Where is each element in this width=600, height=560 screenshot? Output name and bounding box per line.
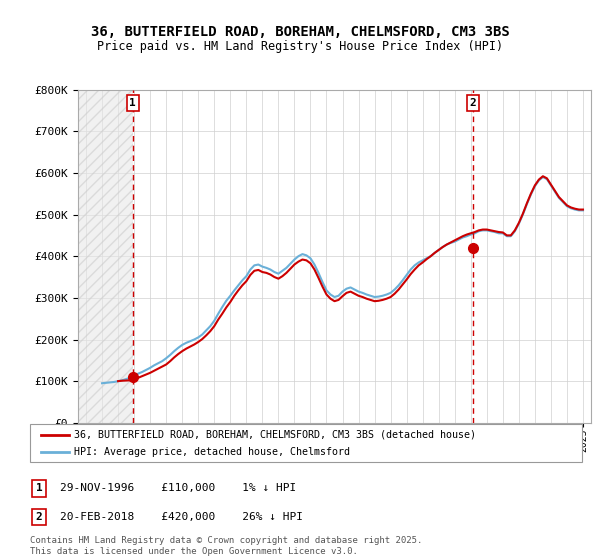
Text: Contains HM Land Registry data © Crown copyright and database right 2025.
This d: Contains HM Land Registry data © Crown c… bbox=[30, 536, 422, 556]
Text: 2: 2 bbox=[35, 512, 43, 522]
Text: Price paid vs. HM Land Registry's House Price Index (HPI): Price paid vs. HM Land Registry's House … bbox=[97, 40, 503, 53]
Text: 29-NOV-1996    £110,000    1% ↓ HPI: 29-NOV-1996 £110,000 1% ↓ HPI bbox=[60, 483, 296, 493]
Text: HPI: Average price, detached house, Chelmsford: HPI: Average price, detached house, Chel… bbox=[74, 447, 350, 457]
Text: 36, BUTTERFIELD ROAD, BOREHAM, CHELMSFORD, CM3 3BS (detached house): 36, BUTTERFIELD ROAD, BOREHAM, CHELMSFOR… bbox=[74, 430, 476, 440]
Text: 2: 2 bbox=[469, 98, 476, 108]
Text: 1: 1 bbox=[35, 483, 43, 493]
Text: 1: 1 bbox=[129, 98, 136, 108]
Text: 36, BUTTERFIELD ROAD, BOREHAM, CHELMSFORD, CM3 3BS: 36, BUTTERFIELD ROAD, BOREHAM, CHELMSFOR… bbox=[91, 25, 509, 39]
Bar bbox=[78, 90, 133, 423]
FancyBboxPatch shape bbox=[30, 424, 582, 462]
Text: 20-FEB-2018    £420,000    26% ↓ HPI: 20-FEB-2018 £420,000 26% ↓ HPI bbox=[60, 512, 303, 522]
